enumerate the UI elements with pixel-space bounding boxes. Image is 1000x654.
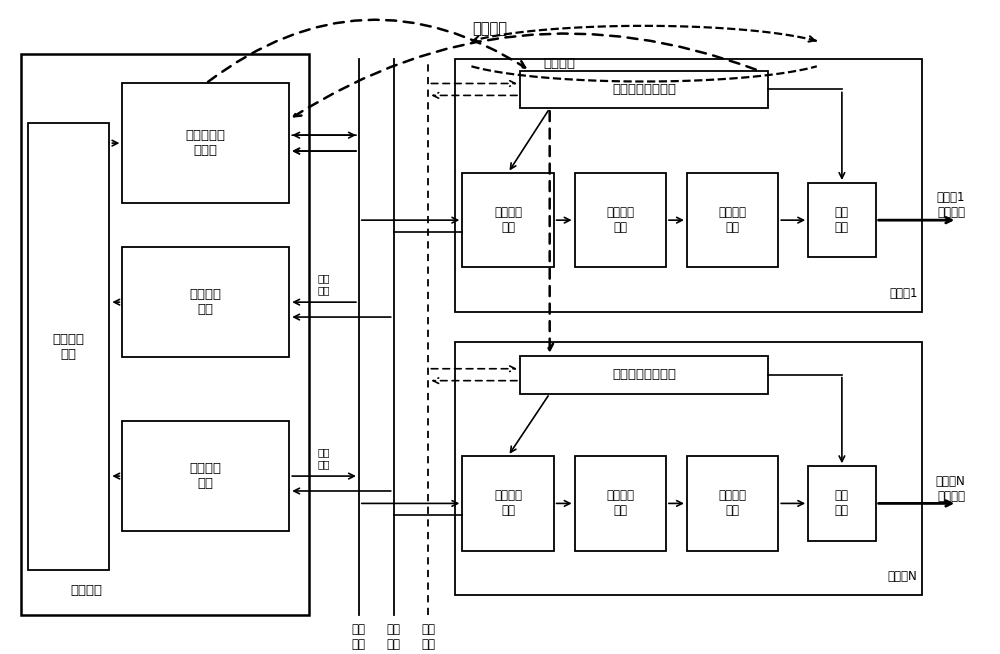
Bar	[520, 356, 768, 394]
Text: 时钟输入
模块: 时钟输入 模块	[494, 489, 522, 517]
Bar	[575, 173, 666, 267]
Bar	[21, 54, 309, 615]
Text: 上行
时钟: 上行 时钟	[387, 623, 401, 651]
Text: 相位测量
模块: 相位测量 模块	[53, 333, 85, 361]
Text: 业务盘N
输出时钟: 业务盘N 输出时钟	[935, 475, 965, 502]
Text: 背板总线: 背板总线	[473, 22, 508, 37]
Text: 时钟输出
模块: 时钟输出 模块	[719, 489, 747, 517]
Bar	[520, 71, 768, 109]
Text: 数据通道: 数据通道	[544, 57, 576, 70]
Text: 线路逻辑控制模块: 线路逻辑控制模块	[612, 83, 676, 96]
Text: 时钟输入
模块: 时钟输入 模块	[494, 206, 522, 234]
Text: 使能
控制: 使能 控制	[835, 206, 849, 234]
Bar	[455, 342, 922, 595]
Text: 相位补偿
模块: 相位补偿 模块	[606, 489, 634, 517]
Text: 时钟逻辑控
制模块: 时钟逻辑控 制模块	[186, 129, 226, 157]
Text: 接收
时钟: 接收 时钟	[318, 273, 330, 295]
Text: 通信
总线: 通信 总线	[421, 623, 435, 651]
Bar	[462, 456, 554, 551]
Bar	[575, 456, 666, 551]
Bar	[462, 173, 554, 267]
Bar	[28, 123, 109, 570]
Text: 时钟接收
模块: 时钟接收 模块	[190, 288, 222, 316]
Bar	[808, 183, 876, 258]
Text: 业务盘N: 业务盘N	[888, 570, 917, 583]
Text: 业务盘1
输出时钟: 业务盘1 输出时钟	[937, 191, 965, 219]
Text: 业务盘1: 业务盘1	[889, 287, 917, 300]
Text: 相位补偿
模块: 相位补偿 模块	[606, 206, 634, 234]
Bar	[122, 84, 289, 203]
Bar	[455, 59, 922, 312]
Bar	[122, 421, 289, 531]
Text: 时钟发送
模块: 时钟发送 模块	[190, 462, 222, 490]
Text: 使能
控制: 使能 控制	[835, 489, 849, 517]
Text: 线路逻辑控制模块: 线路逻辑控制模块	[612, 368, 676, 381]
Bar	[687, 173, 778, 267]
Bar	[808, 466, 876, 541]
Text: 时钟输出
模块: 时钟输出 模块	[719, 206, 747, 234]
Text: 时钟单元: 时钟单元	[71, 584, 103, 597]
Bar	[687, 456, 778, 551]
Text: 下行
时钟: 下行 时钟	[352, 623, 366, 651]
Text: 发送
时钟: 发送 时钟	[318, 447, 330, 469]
Bar	[122, 247, 289, 357]
